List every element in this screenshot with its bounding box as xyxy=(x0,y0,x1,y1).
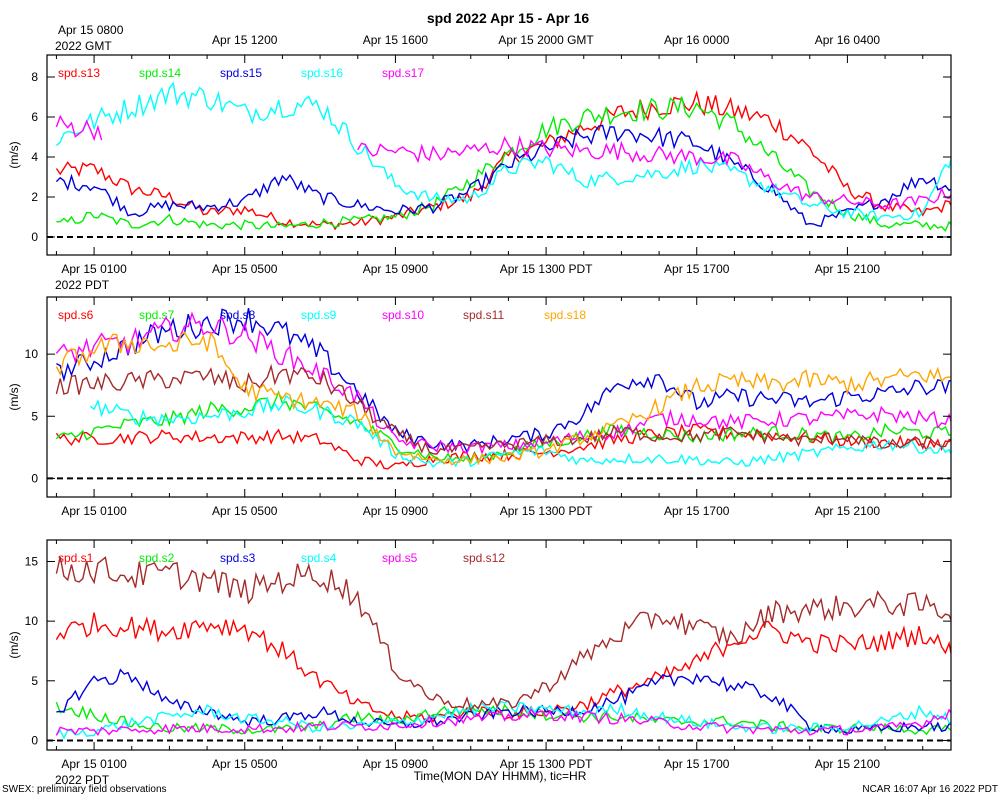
legend-spd.s8: spd.s8 xyxy=(220,308,256,322)
y-tick-label: 15 xyxy=(25,554,39,568)
pdt-tick-label: Apr 15 0900 xyxy=(363,757,429,771)
y-tick-label: 2 xyxy=(31,190,38,204)
pdt-tick-label: Apr 15 1700 xyxy=(664,504,730,518)
pdt-tick-label: Apr 15 0100 xyxy=(61,757,127,771)
legend-spd.s5: spd.s5 xyxy=(382,551,418,565)
legend-spd.s16: spd.s16 xyxy=(301,66,343,80)
pdt-tick-label: Apr 15 0500 xyxy=(212,504,278,518)
pdt-tick-label: Apr 15 0500 xyxy=(212,262,278,276)
y-tick-label: 0 xyxy=(31,471,38,485)
y-tick-label: 0 xyxy=(31,733,38,747)
y-tick-label: 5 xyxy=(31,409,38,423)
legend-spd.s1: spd.s1 xyxy=(58,551,94,565)
y-tick-label: 0 xyxy=(31,230,38,244)
series-line-spd.s5 xyxy=(55,708,951,736)
pdt-tick-label: Apr 15 0900 xyxy=(363,504,429,518)
series-line-spd.s18 xyxy=(55,331,951,466)
series-line-spd.s14 xyxy=(56,96,951,232)
pdt-tick-label: Apr 15 0100 xyxy=(61,504,127,518)
legend-spd.s10: spd.s10 xyxy=(382,308,424,322)
pdt-year-label: 2022 PDT xyxy=(55,773,110,787)
legend-spd.s2: spd.s2 xyxy=(139,551,175,565)
pdt-tick-label: Apr 15 0900 xyxy=(363,262,429,276)
series-line-spd.s12 xyxy=(55,556,951,712)
pdt-tick-label: Apr 15 1700 xyxy=(664,262,730,276)
y-axis-label: (m/s) xyxy=(7,383,21,410)
pdt-year-label: 2022 PDT xyxy=(55,278,110,292)
legend-spd.s11: spd.s11 xyxy=(463,308,504,322)
pdt-tick-label: Apr 15 1300 PDT xyxy=(500,757,593,771)
panel-3: spd.s1 spd.s2 spd.s3 spd.s4 spd.s5 spd.s12 0 5 1… xyxy=(7,539,952,787)
gmt-tick-label: Apr 16 0400 xyxy=(815,33,881,47)
series-line-spd.s15 xyxy=(55,124,951,228)
pdt-tick-label: Apr 15 2100 xyxy=(815,757,881,771)
pdt-tick-label: Apr 15 1700 xyxy=(664,757,730,771)
gmt-axis-labels: Apr 15 1200 Apr 15 1600 Apr 15 2000 GMT Apr… xyxy=(212,33,880,47)
pdt-tick-label: Apr 15 2100 xyxy=(815,262,881,276)
pdt-tick-label: Apr 15 0500 xyxy=(212,757,278,771)
legend-spd.s18: spd.s18 xyxy=(544,308,586,322)
legend-spd.s9: spd.s9 xyxy=(301,308,337,322)
panel-frame xyxy=(46,54,952,256)
y-axis-label: (m/s) xyxy=(7,631,21,658)
gmt-tick-label: Apr 16 0000 xyxy=(664,33,730,47)
legend-spd.s7: spd.s7 xyxy=(139,308,175,322)
series-line-spd.s1 xyxy=(55,612,951,724)
series-line-spd.s17 xyxy=(55,114,951,211)
y-axis-label: (m/s) xyxy=(7,141,21,168)
chart-title: spd 2022 Apr 15 - Apr 16 xyxy=(427,10,590,26)
legend-spd.s14: spd.s14 xyxy=(139,66,181,80)
y-tick-label: 5 xyxy=(31,674,38,688)
gmt-tick-label: Apr 15 1600 xyxy=(363,33,429,47)
x-axis-title: Time(MON DAY HHMM), tic=HR xyxy=(414,769,587,783)
y-tick-label: 4 xyxy=(31,150,38,164)
legend-spd.s3: spd.s3 xyxy=(220,551,256,565)
legend-spd.s13: spd.s13 xyxy=(58,66,100,80)
y-tick-label: 10 xyxy=(25,614,39,628)
footer-right: NCAR 16:07 Apr 16 2022 PDT xyxy=(862,784,998,795)
legend-spd.s12: spd.s12 xyxy=(463,551,505,565)
panel-frame xyxy=(46,296,952,498)
y-tick-label: 6 xyxy=(31,110,38,124)
series-line-spd.s10 xyxy=(55,311,951,455)
panel-1: spd.s13 spd.s14 spd.s15 spd.s16 spd.s17 0 2 4 6 8… xyxy=(7,54,952,292)
gmt-first-label-line2: 2022 GMT xyxy=(55,39,112,53)
panel-frame xyxy=(46,539,952,751)
legend-spd.s4: spd.s4 xyxy=(301,551,337,565)
series-line-spd.s13 xyxy=(55,90,951,231)
y-tick-label: 10 xyxy=(25,347,39,361)
pdt-tick-label: Apr 15 1300 PDT xyxy=(500,262,593,276)
pdt-tick-label: Apr 15 0100 xyxy=(61,262,127,276)
legend-spd.s15: spd.s15 xyxy=(220,66,262,80)
gmt-first-label-line1: Apr 15 0800 xyxy=(58,23,124,37)
pdt-tick-label: Apr 15 2100 xyxy=(815,504,881,518)
chart-panels: spd.s13 spd.s14 spd.s15 spd.s16 spd.s1702468… xyxy=(7,54,952,787)
legend-spd.s6: spd.s6 xyxy=(58,308,94,322)
panel-2: spd.s6 spd.s7 spd.s8 spd.s9 spd.s10 spd.s11 sp… xyxy=(7,296,952,518)
series-line-spd.s8 xyxy=(56,307,951,454)
pdt-tick-label: Apr 15 1300 PDT xyxy=(500,504,593,518)
series-line-spd.s16 xyxy=(55,81,951,222)
series-line-spd.s11 xyxy=(55,363,951,455)
gmt-tick-label: Apr 15 1200 xyxy=(212,33,278,47)
legend-spd.s17: spd.s17 xyxy=(382,66,424,80)
footer-left: SWEX: preliminary field observations xyxy=(2,784,167,795)
gmt-tick-label: Apr 15 2000 GMT xyxy=(498,33,594,47)
y-tick-label: 8 xyxy=(31,70,38,84)
